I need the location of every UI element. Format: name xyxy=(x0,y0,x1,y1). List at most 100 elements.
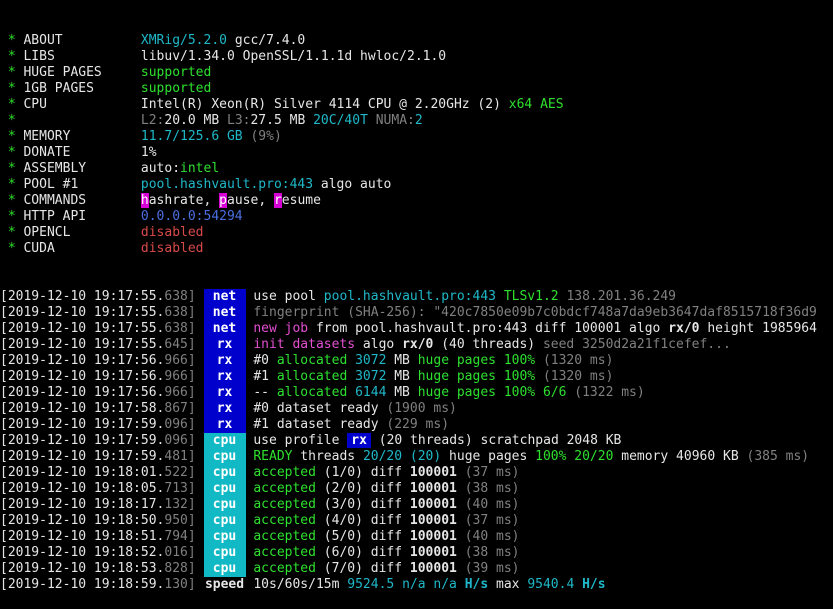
log-part: (40 ms) xyxy=(464,497,520,512)
banner-row-http-api: * HTTP API 0.0.0.0:54294 xyxy=(0,209,833,225)
cpu-arch: x64 xyxy=(508,97,533,112)
log-line: [2019-12-10 19:17:55.638] net new job fr… xyxy=(0,321,833,337)
log-part: init datasets xyxy=(253,337,356,352)
banner-label-cuda: CUDA xyxy=(23,241,141,256)
command-rest-p[interactable]: ause xyxy=(227,193,259,208)
cpu-features: AES xyxy=(540,97,564,112)
assembly-mode: auto: xyxy=(140,161,181,176)
log-tag-cpu: cpu xyxy=(203,481,246,497)
log-line: [2019-12-10 19:18:51.794] cpu accepted (… xyxy=(0,529,833,545)
log-part: 100% xyxy=(503,369,536,384)
log-part: 20/20 xyxy=(574,449,614,464)
log-part: (3/0) xyxy=(315,497,363,512)
bullet-icon: * xyxy=(0,129,24,144)
log-part: 2048 KB xyxy=(566,433,622,448)
log-part: huge pages xyxy=(409,353,504,368)
log-tag-cpu: cpu xyxy=(203,449,246,465)
log-part: -- xyxy=(253,385,269,400)
gb-pages-value: supported xyxy=(140,81,212,96)
log-part: diff xyxy=(362,465,410,480)
log-part: MB xyxy=(386,385,410,400)
log-part: diff xyxy=(362,497,410,512)
log-part: diff xyxy=(362,481,410,496)
log-part xyxy=(457,545,465,560)
log-timestamp-ms: 966] xyxy=(164,385,196,400)
log-part: 3072 xyxy=(355,353,387,368)
log-timestamp: [2019-12-10 19:18:50. xyxy=(0,513,165,528)
bullet-icon: * xyxy=(0,193,24,208)
banner-row-pool: * POOL #1 pool.hashvault.pro:443 algo au… xyxy=(0,177,833,193)
cpu-cores-threads: 20C/40T xyxy=(313,113,376,128)
log-part: from xyxy=(308,321,356,336)
log-timestamp: [2019-12-10 19:17:59. xyxy=(0,449,165,464)
log-part: use profile xyxy=(253,433,348,448)
terminal-window[interactable]: * ABOUT XMRig/5.2.0 gcc/7.4.0 * LIBS lib… xyxy=(0,0,833,592)
log-part: huge pages xyxy=(409,385,504,400)
log-timestamp-ms: 638] xyxy=(164,321,196,336)
banner-row-memory: * MEMORY 11.7/125.6 GB (9%) xyxy=(0,129,833,145)
log-part xyxy=(457,577,465,592)
command-rest-h[interactable]: ashrate xyxy=(148,193,204,208)
log-part xyxy=(535,385,543,400)
log-timestamp: [2019-12-10 19:17:55. xyxy=(0,289,165,304)
log-part: accepted xyxy=(253,545,316,560)
log-part: huge pages xyxy=(441,449,536,464)
banner-row-cpu-cache: * L2:20.0 MB L3:27.5 MB 20C/40T NUMA:2 xyxy=(0,113,833,129)
log-part: 100% xyxy=(503,353,536,368)
log-tag-cpu: cpu xyxy=(203,433,246,449)
log-tag-rx: rx xyxy=(203,417,246,433)
log-part: algo xyxy=(355,337,403,352)
log-line: [2019-12-10 19:17:59.481] cpu READY thre… xyxy=(0,449,833,465)
log-timestamp-ms: 096] xyxy=(164,433,196,448)
banner-row-cpu: * CPU Intel(R) Xeon(R) Silver 4114 CPU @… xyxy=(0,97,833,113)
bullet-icon: * xyxy=(0,33,24,48)
log-timestamp-ms: 132] xyxy=(164,497,196,512)
log-timestamp: [2019-12-10 19:17:56. xyxy=(0,385,165,400)
log-timestamp: [2019-12-10 19:17:56. xyxy=(0,369,165,384)
log-part: rx/0 xyxy=(402,337,434,352)
log-timestamp: [2019-12-10 19:17:58. xyxy=(0,401,165,416)
log-part: n/a xyxy=(433,577,457,592)
banner-label-cpu: CPU xyxy=(23,97,141,112)
log-part: (20) xyxy=(409,449,442,464)
http-api-value[interactable]: 0.0.0.0:54294 xyxy=(140,209,243,224)
log-part: 100001 xyxy=(409,513,457,528)
log-timestamp-ms: 638] xyxy=(164,305,196,320)
log-part: fingerprint (SHA-256): "420c7850e09b7c0b… xyxy=(253,305,817,320)
command-key-p[interactable]: p xyxy=(219,193,227,208)
command-key-h[interactable]: h xyxy=(140,193,149,208)
banner-label-gb-pages: 1GB PAGES xyxy=(23,81,141,96)
banner-row-donate: * DONATE 1% xyxy=(0,145,833,161)
log-part: 100% xyxy=(503,385,536,400)
log-tag-speed: speed xyxy=(204,577,245,592)
log-line: [2019-12-10 19:18:53.828] cpu accepted (… xyxy=(0,561,833,577)
log-line: [2019-12-10 19:17:59.096] rx #1 dataset … xyxy=(0,417,833,433)
log-part: (385 ms) xyxy=(746,449,810,464)
log-part: #1 xyxy=(253,369,269,384)
cpu-l2-label: L2: xyxy=(140,113,165,128)
log-timestamp-ms: 096] xyxy=(164,417,196,432)
log-line: [2019-12-10 19:17:56.966] rx #0 allocate… xyxy=(0,353,833,369)
log-part: 138.201.36.249 xyxy=(566,289,677,304)
command-key-r[interactable]: r xyxy=(273,193,282,208)
memory-value: 11.7/125.6 GB xyxy=(140,129,243,144)
bullet-icon: * xyxy=(0,81,24,96)
log-part: #0 xyxy=(253,401,269,416)
log-part: dataset ready xyxy=(269,401,379,416)
command-rest-r[interactable]: esume xyxy=(281,193,321,208)
log-line: [2019-12-10 19:17:55.638] net use pool p… xyxy=(0,289,833,305)
log-timestamp: [2019-12-10 19:17:59. xyxy=(0,417,165,432)
banner-label-pool: POOL #1 xyxy=(23,177,141,192)
log-tag-net: net xyxy=(203,305,246,321)
log-tag-net: net xyxy=(203,289,246,305)
log-part xyxy=(457,481,465,496)
xmrig-banner: * ABOUT XMRig/5.2.0 gcc/7.4.0 * LIBS lib… xyxy=(0,33,833,257)
log-tag-cpu: cpu xyxy=(203,529,246,545)
banner-label-libs: LIBS xyxy=(23,49,141,64)
log-timestamp: [2019-12-10 19:17:55. xyxy=(0,337,165,352)
log-part: diff xyxy=(362,561,410,576)
log-part: new job xyxy=(253,321,309,336)
log-timestamp-ms: 522] xyxy=(164,465,196,480)
log-part: scratchpad xyxy=(472,433,567,448)
log-part: rx xyxy=(347,433,371,448)
